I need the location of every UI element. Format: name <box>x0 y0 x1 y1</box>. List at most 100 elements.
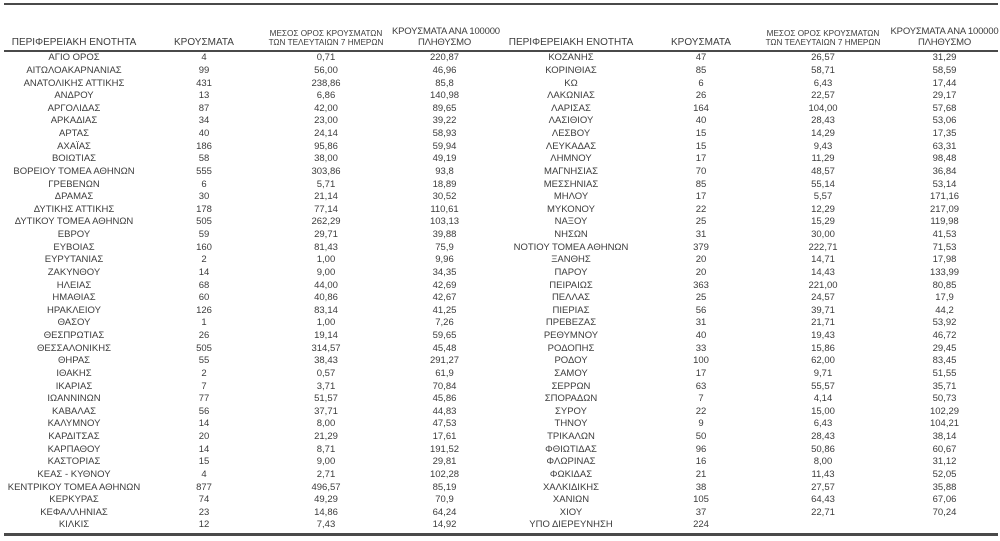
per100k-cell: 70,9 <box>435 494 454 506</box>
table-row: ΑΝΔΡΟΥ 13 6,86 140,98 ΛΑΚΩΝΙΑΣ 26 22,57 29,17 <box>0 90 1000 103</box>
table-row: ΓΡΕΒΕΝΩΝ 6 5,71 18,89 ΜΕΣΣΗΝΙΑΣ 85 55,14 53,14 <box>0 178 1000 191</box>
avg7-cell: 9,00 <box>316 456 336 468</box>
per100k-cell: 59,94 <box>432 140 457 152</box>
cases-cell: 26 <box>198 330 210 342</box>
region-cell: ΧΑΛΚΙΔΙΚΗΣ <box>542 481 600 493</box>
per100k-cell: 98,48 <box>932 153 957 165</box>
cases-cell: 31 <box>695 229 707 241</box>
avg7-cell: 39,71 <box>811 304 835 316</box>
cases-cell: 22 <box>695 203 707 215</box>
per100k-cell: 119,98 <box>930 216 959 228</box>
cases-cell: 85 <box>695 178 707 190</box>
region-cell: ΙΩΑΝΝΙΝΩΝ <box>47 393 101 405</box>
per100k-cell: 29,45 <box>932 342 957 354</box>
per100k-cell: 39,22 <box>432 115 457 127</box>
avg7-cell: 11,29 <box>811 153 835 165</box>
avg7-cell: 8,00 <box>813 456 833 468</box>
region-cell: ΑΧΑΪΑΣ <box>57 140 91 152</box>
per100k-cell: 67,06 <box>932 494 957 506</box>
per100k-cell: 71,53 <box>932 241 957 253</box>
region-cell: ΘΗΡΑΣ <box>57 355 91 367</box>
cases-cell: 505 <box>196 342 212 354</box>
per100k-cell: 83,45 <box>932 355 957 367</box>
per100k-cell: 70,24 <box>932 506 957 518</box>
region-cell: ΡΕΘΥΜΝΟΥ <box>543 330 599 342</box>
cases-cell: 63 <box>695 380 707 392</box>
cases-cell: 431 <box>196 77 212 89</box>
region-cell: ΧΙΟΥ <box>559 506 583 518</box>
table-row: ΚΕΑΣ - ΚΥΘΝΟΥ 4 2,71 102,28 ΦΩΚΙΔΑΣ 21 11,43 52… <box>0 469 1000 482</box>
cases-cell: 37 <box>695 506 707 518</box>
per100k-cell: 191,52 <box>429 443 460 455</box>
avg7-cell: 12,29 <box>811 203 835 215</box>
region-cell: ΛΑΡΙΣΑΣ <box>551 102 591 114</box>
region-cell: ΚΑΡΠΑΘΟΥ <box>47 443 101 455</box>
region-cell: ΚΩ <box>564 77 578 89</box>
column-header-cases-left: ΚΡΟΥΣΜΑΤΑ <box>174 37 234 48</box>
per100k-cell: 75,9 <box>435 241 454 253</box>
column-header-avg7-line2: ΤΩΝ ΤΕΛΕΥΤΑΙΩΝ 7 ΗΜΕΡΩΝ <box>765 38 881 48</box>
table-row: ΚΕΦΑΛΛΗΝΙΑΣ 23 14,86 64,24 ΧΙΟΥ 37 22,71 70,24 <box>0 507 1000 520</box>
cases-cell: 40 <box>695 330 707 342</box>
region-cell: ΤΗΝΟΥ <box>554 418 588 430</box>
table-row: ΘΕΣΠΡΩΤΙΑΣ 26 19,14 59,65 ΡΕΘΥΜΝΟΥ 40 19,43 46,… <box>0 330 1000 343</box>
region-cell: ΚΑΒΑΛΑΣ <box>52 405 96 417</box>
cases-cell: 25 <box>695 216 707 228</box>
column-header-per100k-line1: ΚΡΟΥΣΜΑΤΑ ΑΝΑ 100000 <box>392 26 500 37</box>
cases-cell: 105 <box>693 494 709 506</box>
avg7-cell: 19,14 <box>314 330 338 342</box>
table-row: ΗΡΑΚΛΕΙΟΥ 126 83,14 41,25 ΠΙΕΡΙΑΣ 56 39,71 44,2 <box>0 305 1000 318</box>
column-header-region-left: ΠΕΡΙΦΕΡΕΙΑΚΗ ΕΝΟΤΗΤΑ <box>11 37 137 48</box>
cases-cell: 23 <box>198 506 210 518</box>
avg7-cell: 56,00 <box>314 64 338 76</box>
cases-cell: 877 <box>196 481 212 493</box>
per100k-cell: 41,53 <box>932 229 957 241</box>
cases-cell: 17 <box>695 153 707 165</box>
cases-cell: 85 <box>695 64 707 76</box>
cases-cell: 77 <box>198 393 210 405</box>
cases-cell: 6 <box>698 77 704 89</box>
cases-cell: 6 <box>201 178 207 190</box>
cases-cell: 1 <box>201 317 207 329</box>
per100k-cell: 30,52 <box>432 191 457 203</box>
per100k-cell: 18,89 <box>432 178 457 190</box>
per100k-cell: 44,2 <box>935 304 954 316</box>
region-cell: ΘΕΣΣΑΛΟΝΙΚΗΣ <box>37 342 111 354</box>
region-cell: ΣΑΜΟΥ <box>554 367 588 379</box>
table-row: ΒΟΙΩΤΙΑΣ 58 38,00 49,19 ΛΗΜΝΟΥ 17 11,29 98,48 <box>0 153 1000 166</box>
table-body: ΑΓΙΟ ΟΡΟΣ 4 0,71 220,87 ΚΟΖΑΝΗΣ 47 26,57 31,29 Α… <box>0 52 1000 532</box>
cases-cell: 224 <box>693 519 709 531</box>
cases-cell: 14 <box>198 266 210 278</box>
cases-cell: 58 <box>198 153 210 165</box>
avg7-cell: 95,86 <box>314 140 338 152</box>
region-cell: ΛΗΜΝΟΥ <box>550 153 592 165</box>
per100k-cell: 59,65 <box>432 330 457 342</box>
header-divider-rule <box>4 50 998 52</box>
cases-cell: 126 <box>196 304 212 316</box>
avg7-cell: 6,43 <box>813 77 833 89</box>
per100k-cell: 103,13 <box>429 216 460 228</box>
region-cell: ΑΡΚΑΔΙΑΣ <box>50 115 98 127</box>
avg7-cell: 23,00 <box>314 115 338 127</box>
avg7-cell: 5,71 <box>316 178 336 190</box>
table-row: ΕΥΒΟΙΑΣ 160 81,43 75,9 ΝΟΤΙΟΥ ΤΟΜΕΑ ΑΘΗΝΩΝ 37… <box>0 241 1000 254</box>
region-cell: ΚΕΝΤΡΙΚΟΥ ΤΟΜΕΑ ΑΘΗΝΩΝ <box>7 481 141 493</box>
column-header-per100k-line2: ΠΛΗΘΥΣΜΟ <box>417 37 472 48</box>
per100k-cell: 34,35 <box>432 266 457 278</box>
avg7-cell: 21,14 <box>314 191 338 203</box>
per100k-cell: 17,44 <box>932 77 957 89</box>
avg7-cell: 238,86 <box>311 77 341 89</box>
region-cell: ΔΡΑΜΑΣ <box>54 191 94 203</box>
per100k-cell: 39,88 <box>432 229 457 241</box>
per100k-cell: 51,55 <box>932 367 957 379</box>
bottom-rule <box>4 533 998 536</box>
cases-cell: 15 <box>695 128 707 140</box>
avg7-cell: 50,86 <box>811 443 835 455</box>
per100k-cell: 104,21 <box>929 418 960 430</box>
avg7-cell: 19,43 <box>811 330 835 342</box>
cases-cell: 25 <box>695 292 707 304</box>
avg7-cell: 44,00 <box>314 279 338 291</box>
column-header-region-right: ΠΕΡΙΦΕΡΕΙΑΚΗ ΕΝΟΤΗΤΑ <box>508 37 634 48</box>
per100k-cell: 60,67 <box>932 443 957 455</box>
avg7-cell: 5,57 <box>813 191 833 203</box>
